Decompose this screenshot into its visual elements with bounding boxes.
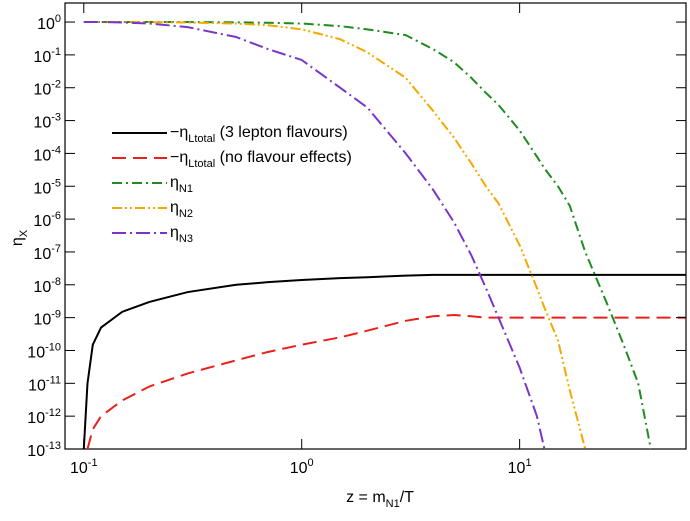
y-tick-label: 10-5 (33, 177, 61, 197)
y-tick-label: 10-2 (33, 79, 61, 99)
y-tick-label: 10-4 (33, 144, 61, 164)
y-tick-label: 10-3 (33, 111, 61, 131)
y-tick-label: 10-13 (27, 440, 61, 460)
y-tick-label: 10-8 (33, 276, 61, 296)
y-tick-label: 10-12 (27, 407, 61, 427)
series-line (86, 314, 686, 449)
y-tick-label: 10-6 (33, 210, 61, 230)
legend-label: −ηLtotal (3 lepton flavours) (170, 124, 348, 145)
plot-lines (82, 21, 686, 449)
x-tick-label: 100 (290, 457, 314, 477)
y-tick-label: 100 (37, 13, 61, 33)
legend-label: ηN1 (170, 174, 193, 195)
legend-label: ηN3 (170, 224, 193, 245)
y-tick-label: 10-10 (27, 341, 61, 361)
y-tick-label: 10-11 (28, 374, 61, 394)
x-tick-label: 101 (508, 457, 532, 477)
series-line (83, 21, 546, 449)
y-tick-label: 10-7 (33, 243, 61, 263)
legend-label: ηN2 (170, 199, 193, 220)
x-tick-label: 10-1 (70, 457, 98, 477)
y-tick-label: 10-9 (33, 309, 61, 329)
legend-label: −ηLtotal (no flavour effects) (170, 149, 352, 170)
x-axis-label: z = mN1/T (346, 489, 414, 510)
series-line (82, 273, 686, 449)
y-tick-label: 10-1 (33, 46, 61, 66)
y-axis-label: ηX (9, 229, 30, 246)
series-line (83, 21, 652, 449)
plot-frame (64, 2, 687, 450)
series-line (83, 21, 587, 449)
